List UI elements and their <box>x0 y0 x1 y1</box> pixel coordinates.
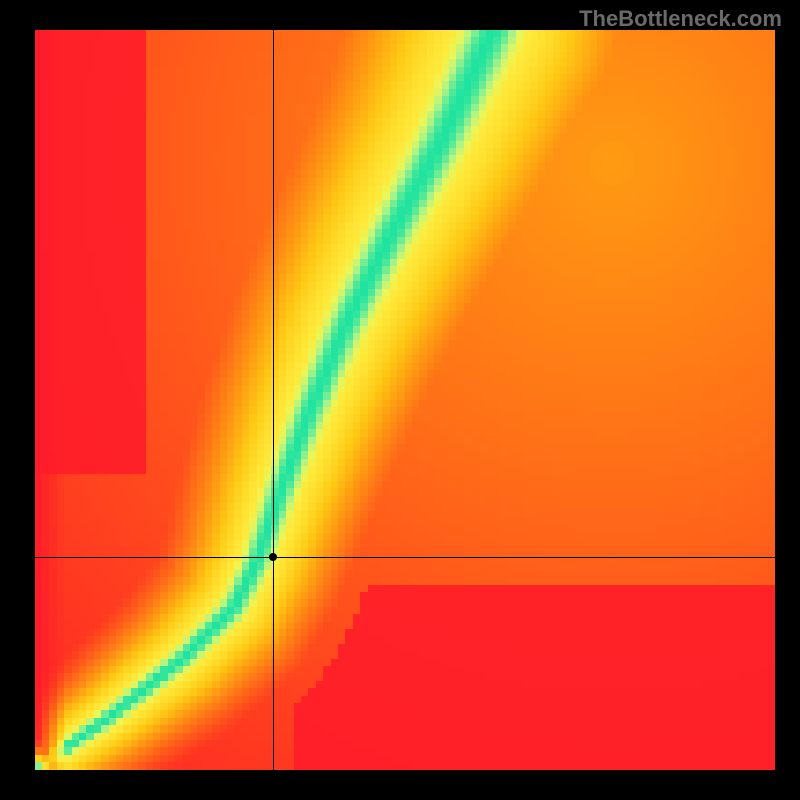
crosshair-horizontal <box>35 557 775 558</box>
crosshair-marker <box>269 553 277 561</box>
watermark-text: TheBottleneck.com <box>579 6 782 32</box>
crosshair-vertical <box>273 30 274 770</box>
heatmap-canvas <box>35 30 775 770</box>
heatmap-plot <box>35 30 775 770</box>
chart-container: TheBottleneck.com <box>0 0 800 800</box>
